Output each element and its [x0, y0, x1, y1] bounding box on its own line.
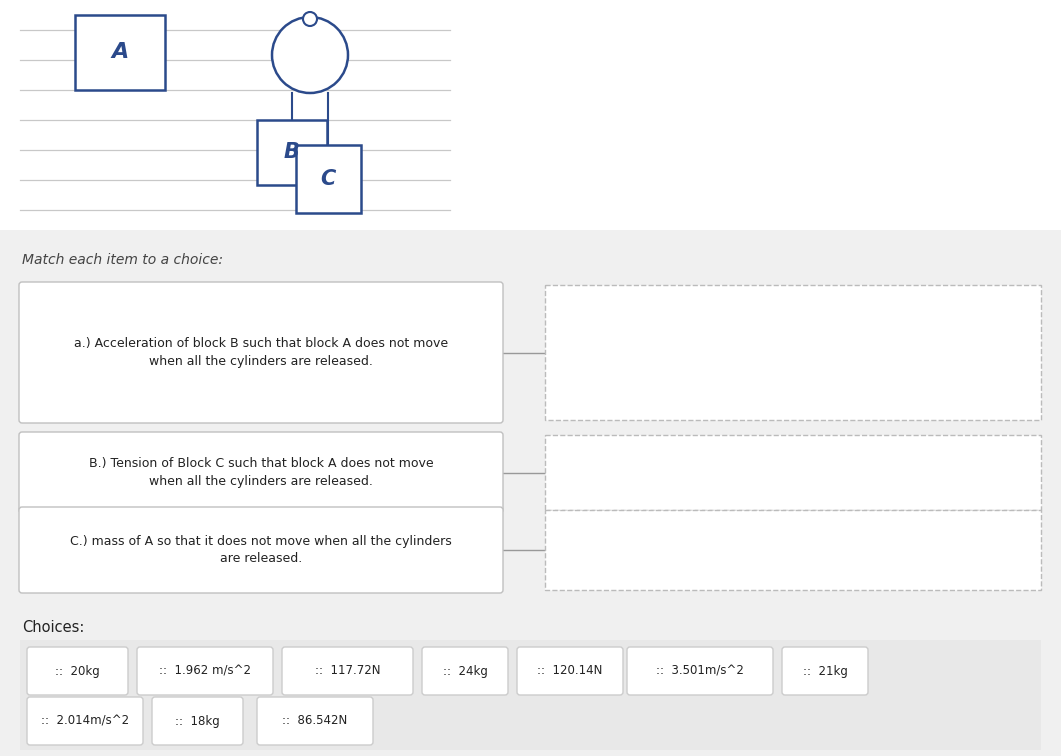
Text: B.) Tension of Block C such that block A does not move
when all the cylinders ar: B.) Tension of Block C such that block A…	[89, 457, 433, 488]
FancyBboxPatch shape	[137, 647, 273, 695]
Text: ::  18kg: :: 18kg	[175, 714, 220, 727]
Text: C: C	[320, 169, 335, 189]
Text: B: B	[284, 142, 300, 163]
FancyBboxPatch shape	[517, 647, 623, 695]
FancyBboxPatch shape	[257, 697, 373, 745]
FancyBboxPatch shape	[19, 507, 503, 593]
FancyBboxPatch shape	[627, 647, 773, 695]
Text: ::  20kg: :: 20kg	[55, 665, 100, 677]
FancyBboxPatch shape	[152, 697, 243, 745]
Text: ::  24kg: :: 24kg	[442, 665, 487, 677]
FancyBboxPatch shape	[19, 432, 503, 513]
Text: ::  86.542N: :: 86.542N	[282, 714, 348, 727]
Circle shape	[303, 12, 317, 26]
Text: A: A	[111, 42, 128, 63]
FancyBboxPatch shape	[75, 15, 166, 90]
Text: ::  1.962 m/s^2: :: 1.962 m/s^2	[159, 665, 251, 677]
FancyBboxPatch shape	[19, 282, 503, 423]
Text: Match each item to a choice:: Match each item to a choice:	[22, 253, 223, 267]
FancyBboxPatch shape	[422, 647, 508, 695]
FancyBboxPatch shape	[27, 647, 128, 695]
FancyBboxPatch shape	[257, 120, 327, 185]
Text: C.) mass of A so that it does not move when all the cylinders
are released.: C.) mass of A so that it does not move w…	[70, 534, 452, 565]
FancyBboxPatch shape	[0, 615, 1061, 756]
FancyBboxPatch shape	[545, 285, 1041, 420]
FancyBboxPatch shape	[545, 510, 1041, 590]
FancyBboxPatch shape	[782, 647, 868, 695]
Text: ::  21kg: :: 21kg	[802, 665, 848, 677]
FancyBboxPatch shape	[282, 647, 413, 695]
Text: a.) Acceleration of block B such that block A does not move
when all the cylinde: a.) Acceleration of block B such that bl…	[74, 337, 448, 368]
Text: ::  3.501m/s^2: :: 3.501m/s^2	[656, 665, 744, 677]
Circle shape	[272, 17, 348, 93]
Text: Choices:: Choices:	[22, 619, 85, 634]
FancyBboxPatch shape	[296, 145, 361, 213]
FancyBboxPatch shape	[27, 697, 143, 745]
Text: ::  120.14N: :: 120.14N	[537, 665, 603, 677]
Text: ::  2.014m/s^2: :: 2.014m/s^2	[41, 714, 129, 727]
FancyBboxPatch shape	[545, 435, 1041, 510]
FancyBboxPatch shape	[20, 640, 1041, 750]
Text: ::  117.72N: :: 117.72N	[315, 665, 380, 677]
FancyBboxPatch shape	[0, 0, 1061, 230]
